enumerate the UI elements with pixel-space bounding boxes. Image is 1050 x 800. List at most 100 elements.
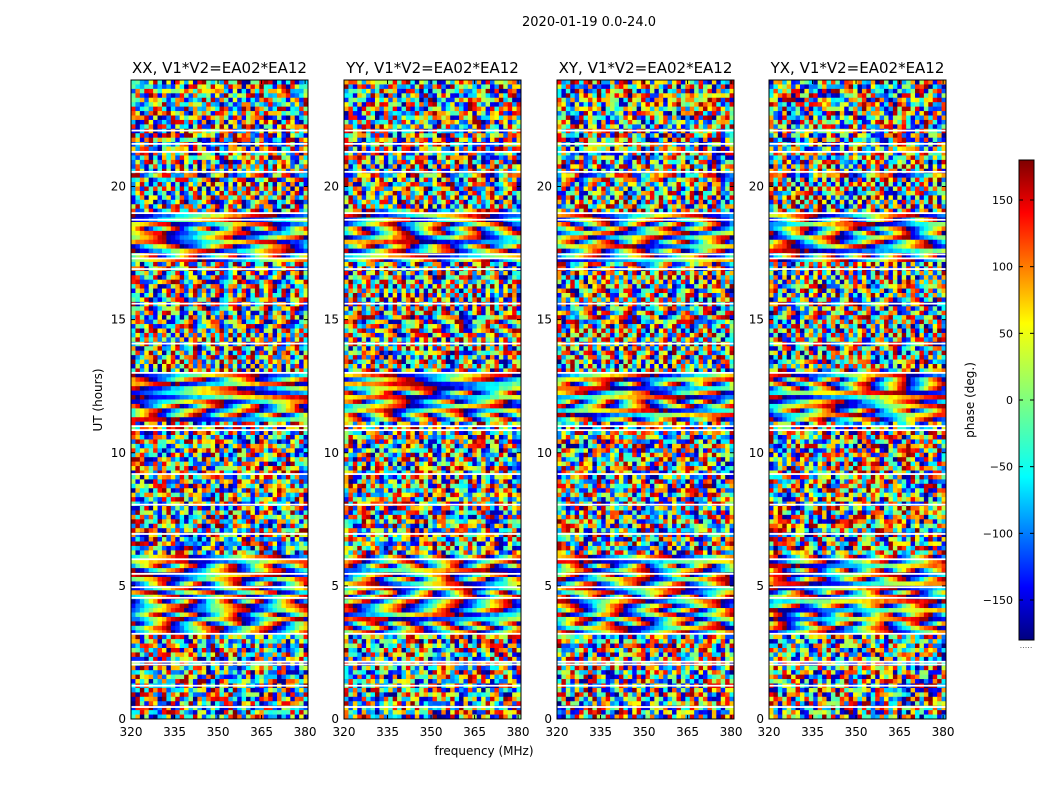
heatmap-cell (219, 319, 225, 325)
heatmap-cell (135, 306, 141, 312)
heatmap-cell (223, 408, 229, 414)
heatmap-cell (179, 470, 185, 476)
heatmap-cell (285, 111, 291, 116)
heatmap-cell (184, 124, 189, 130)
heatmap-cell (254, 417, 260, 423)
heatmap-cell (241, 350, 247, 356)
heatmap-cell (223, 248, 229, 254)
heatmap-cell (285, 443, 291, 449)
heatmap-cell (184, 355, 189, 360)
heatmap-cell (184, 417, 189, 423)
heatmap-cell (250, 568, 256, 573)
heatmap-cell (228, 288, 234, 294)
heatmap-cell (197, 577, 203, 582)
heatmap-cell (250, 222, 256, 227)
heatmap-cell (170, 261, 176, 267)
heatmap-cell (197, 261, 203, 267)
heatmap-cell (184, 84, 189, 90)
heatmap-cell (148, 625, 154, 631)
heatmap-cell (254, 102, 260, 107)
heatmap-cell (277, 222, 282, 227)
heatmap-cell (179, 190, 185, 196)
heatmap-cell (188, 466, 194, 471)
heatmap-cell (148, 355, 154, 360)
heatmap-cell (228, 208, 234, 214)
heatmap-cell (135, 492, 141, 498)
heatmap-cell (148, 195, 154, 201)
heatmap-cell (223, 297, 229, 303)
heatmap-cell (303, 359, 309, 365)
heatmap-cell (184, 190, 189, 196)
heatmap-cell (290, 173, 296, 178)
heatmap-cell (254, 421, 260, 427)
heatmap-cell (303, 474, 309, 480)
heatmap-cell (250, 248, 256, 254)
heatmap-cell (303, 545, 309, 551)
heatmap-cell (237, 506, 242, 511)
heatmap-cell (285, 563, 291, 569)
heatmap-cell (219, 310, 225, 316)
heatmap-cell (277, 572, 282, 578)
heatmap-cell (272, 328, 278, 334)
heatmap-cell (303, 275, 309, 281)
heatmap-cell (144, 621, 150, 627)
heatmap-cell (135, 119, 141, 125)
heatmap-cell (228, 133, 234, 139)
heatmap-cell (303, 310, 309, 316)
heatmap-cell (277, 403, 282, 409)
heatmap-cell (161, 625, 167, 631)
heatmap-cell (192, 616, 198, 622)
heatmap-cell (161, 355, 167, 360)
heatmap-cell (228, 190, 234, 196)
heatmap-cell (161, 537, 167, 542)
heatmap-cell (131, 563, 136, 569)
heatmap-cell (294, 408, 300, 414)
heatmap-cell (290, 182, 296, 187)
heatmap-cell (277, 457, 282, 462)
heatmap-cell (303, 124, 309, 130)
heatmap-cell (206, 261, 211, 267)
heatmap-cell (272, 572, 278, 578)
heatmap-cell (223, 630, 229, 636)
heatmap-cell (153, 133, 158, 139)
heatmap-cell (246, 164, 251, 170)
heatmap-cell (263, 403, 269, 409)
heatmap-cell (210, 439, 216, 445)
heatmap-cell (188, 102, 194, 107)
heatmap-cell (170, 625, 176, 631)
heatmap-cell (215, 270, 220, 276)
heatmap-cell (153, 395, 158, 400)
heatmap-cell (290, 514, 296, 520)
heatmap-cell (294, 599, 300, 604)
heatmap-cell (246, 119, 251, 125)
heatmap-cell (246, 111, 251, 116)
heatmap-cell (290, 492, 296, 498)
heatmap-cell (161, 324, 167, 329)
heatmap-cell (277, 133, 282, 139)
heatmap-cell (148, 497, 154, 502)
heatmap-cell (254, 403, 260, 409)
heatmap-cell (192, 115, 198, 121)
heatmap-cell (277, 102, 282, 107)
heatmap-cell (299, 288, 304, 294)
heatmap-cell (219, 306, 225, 312)
heatmap-cell (232, 119, 238, 125)
heatmap-cell (303, 253, 309, 258)
heatmap-cell (206, 186, 211, 192)
heatmap-cell (206, 337, 211, 343)
heatmap-cell (241, 235, 247, 241)
heatmap-cell (144, 84, 150, 90)
heatmap-cell (157, 332, 163, 338)
heatmap-cell (170, 288, 176, 294)
heatmap-cell (131, 208, 136, 214)
heatmap-cell (210, 275, 216, 281)
heatmap-cell (206, 270, 211, 276)
heatmap-cell (299, 532, 304, 538)
heatmap-cell (215, 443, 220, 449)
heatmap-cell (250, 350, 256, 356)
heatmap-cell (223, 93, 229, 99)
heatmap-cell (228, 616, 234, 622)
heatmap-cell (166, 137, 172, 143)
heatmap-cell (241, 532, 247, 538)
heatmap-cell (210, 230, 216, 236)
